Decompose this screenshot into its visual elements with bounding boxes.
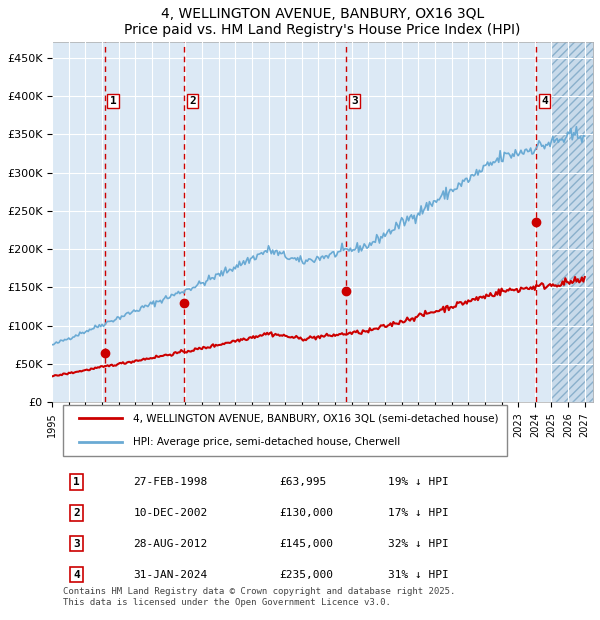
- Text: £63,995: £63,995: [280, 477, 326, 487]
- Text: 3: 3: [73, 539, 80, 549]
- Text: £130,000: £130,000: [280, 508, 334, 518]
- Bar: [551, 43, 593, 402]
- Bar: [551, 43, 593, 402]
- Text: £145,000: £145,000: [280, 539, 334, 549]
- Text: 17% ↓ HPI: 17% ↓ HPI: [388, 508, 448, 518]
- Text: 27-FEB-1998: 27-FEB-1998: [133, 477, 208, 487]
- Text: HPI: Average price, semi-detached house, Cherwell: HPI: Average price, semi-detached house,…: [133, 437, 401, 447]
- Text: 1: 1: [73, 477, 80, 487]
- Text: 31-JAN-2024: 31-JAN-2024: [133, 570, 208, 580]
- Text: 4, WELLINGTON AVENUE, BANBURY, OX16 3QL (semi-detached house): 4, WELLINGTON AVENUE, BANBURY, OX16 3QL …: [133, 413, 499, 423]
- Text: 2: 2: [190, 95, 196, 106]
- Text: Contains HM Land Registry data © Crown copyright and database right 2025.
This d: Contains HM Land Registry data © Crown c…: [63, 588, 455, 607]
- Text: 28-AUG-2012: 28-AUG-2012: [133, 539, 208, 549]
- Text: 4: 4: [73, 570, 80, 580]
- Text: 32% ↓ HPI: 32% ↓ HPI: [388, 539, 448, 549]
- Text: 3: 3: [351, 95, 358, 106]
- Text: 1: 1: [110, 95, 116, 106]
- Text: 19% ↓ HPI: 19% ↓ HPI: [388, 477, 448, 487]
- Text: £235,000: £235,000: [280, 570, 334, 580]
- Title: 4, WELLINGTON AVENUE, BANBURY, OX16 3QL
Price paid vs. HM Land Registry's House : 4, WELLINGTON AVENUE, BANBURY, OX16 3QL …: [124, 7, 521, 37]
- Text: 2: 2: [73, 508, 80, 518]
- FancyBboxPatch shape: [63, 405, 506, 456]
- Text: 10-DEC-2002: 10-DEC-2002: [133, 508, 208, 518]
- Text: 4: 4: [541, 95, 548, 106]
- Text: 31% ↓ HPI: 31% ↓ HPI: [388, 570, 448, 580]
- Bar: [551, 43, 593, 402]
